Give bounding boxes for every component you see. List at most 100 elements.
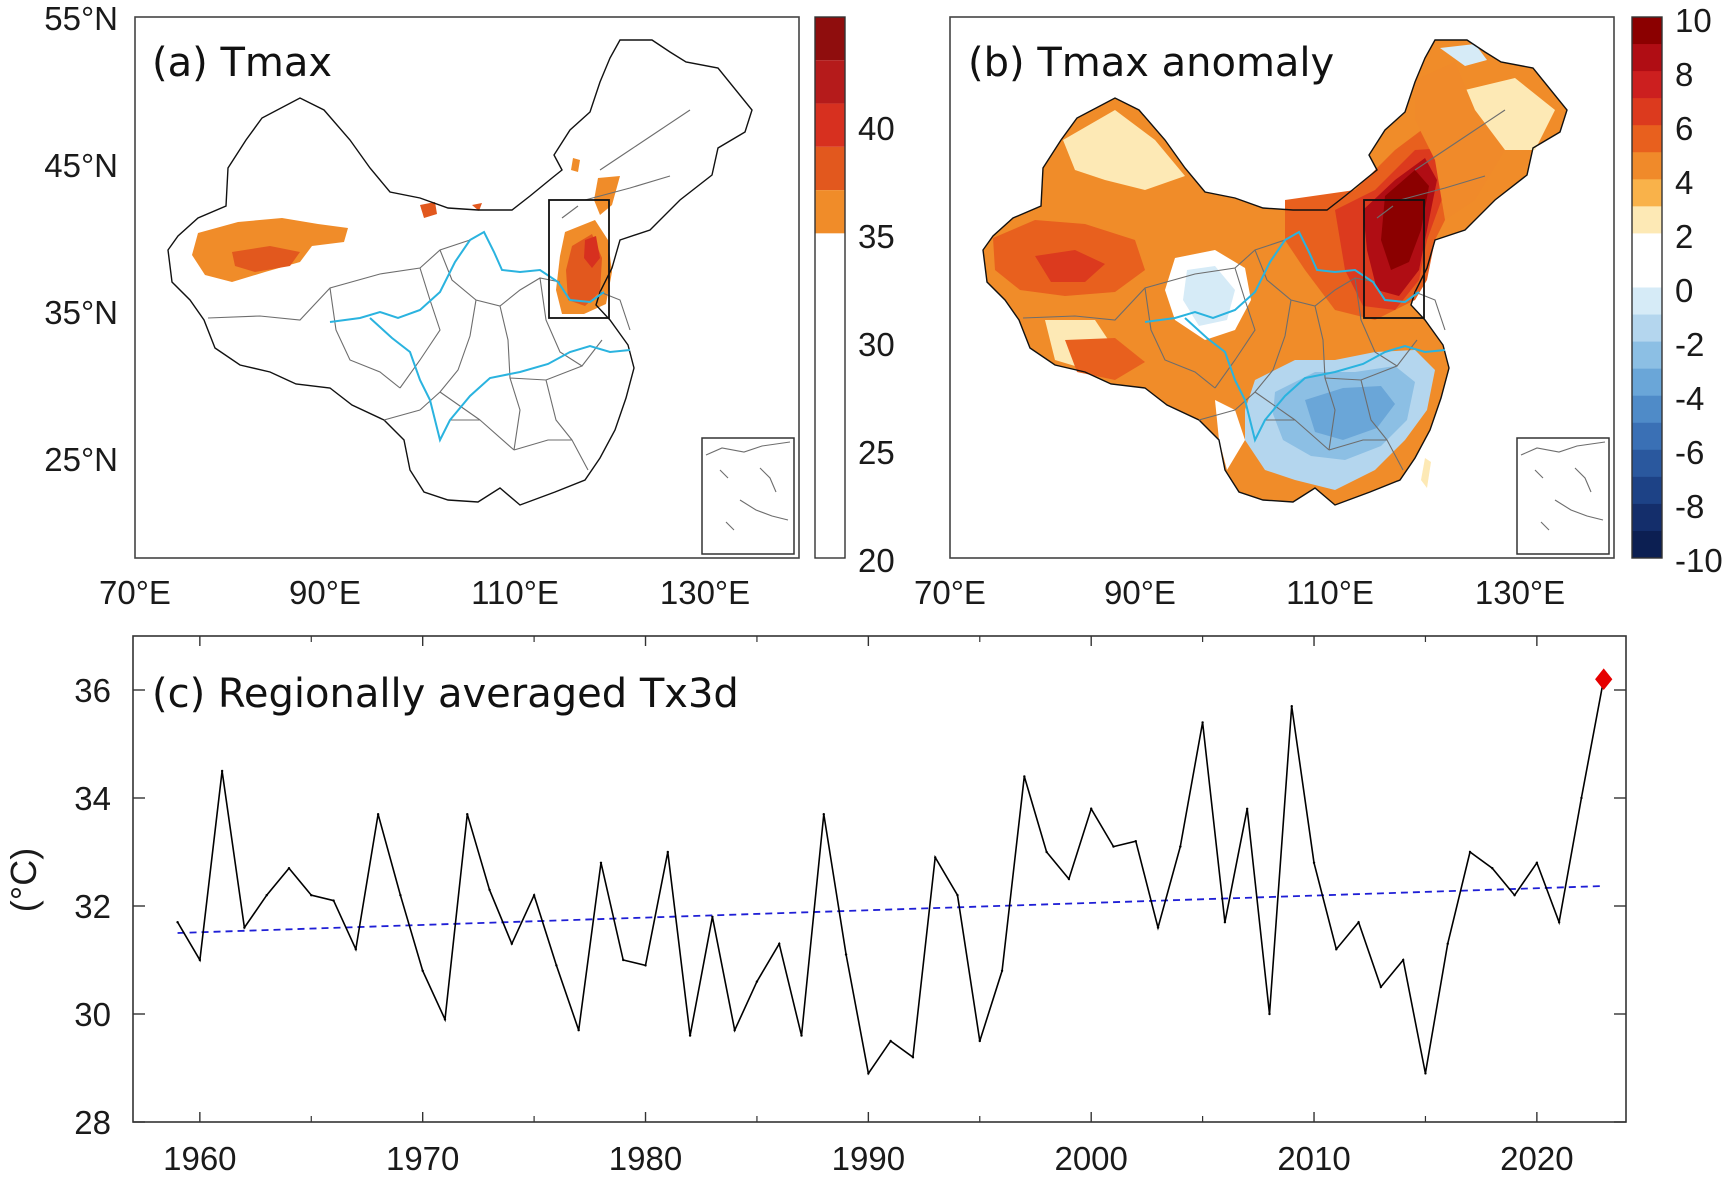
tx3d-data-point <box>510 942 514 945</box>
map-b-lon-label: 70°E <box>914 574 986 611</box>
x-tick-label: 2020 <box>1500 1140 1573 1177</box>
map-a-china-outline <box>167 39 753 506</box>
map-a-lon-label: 110°E <box>471 574 559 611</box>
map-b-anomaly-warm <box>1415 62 1505 220</box>
colorbar-a-swatch <box>815 17 845 61</box>
colorbar-b-label: 2 <box>1675 218 1693 255</box>
map-a-heat-patch <box>472 203 482 211</box>
map-a-title: (a) Tmax <box>152 40 332 86</box>
tx3d-data-point <box>532 894 536 897</box>
colorbar-b-label: 8 <box>1675 56 1693 93</box>
tx3d-data-point <box>978 1039 981 1043</box>
map-b-anomaly-cool <box>1305 386 1395 440</box>
colorbar-a-swatch <box>815 233 845 558</box>
tx3d-data-point <box>421 969 424 972</box>
tx3d-data-point <box>1156 926 1160 929</box>
map-a-lon-label: 130°E <box>660 574 750 611</box>
colorbar-b-swatch <box>1632 152 1662 180</box>
colorbar-b <box>1631 16 1663 559</box>
colorbar-a-label: 30 <box>858 326 895 363</box>
tx3d-data-point <box>934 856 937 859</box>
tx3d-data-point <box>666 850 670 854</box>
map-a-study-region-box <box>548 199 610 319</box>
colorbar-b-label: 10 <box>1675 2 1712 39</box>
colorbar-b-label: 4 <box>1675 164 1693 201</box>
y-tick-label: 30 <box>74 996 111 1033</box>
tx3d-data-point <box>1023 775 1026 778</box>
tx3d-data-point <box>376 813 380 816</box>
tx3d-data-point <box>265 894 268 897</box>
colorbar-a-label: 25 <box>858 434 895 471</box>
chart-series-layer <box>176 668 1613 1076</box>
tx3d-data-point <box>755 980 759 983</box>
map-a-heat-xinjiang-core <box>232 246 300 272</box>
colorbar-b-swatch <box>1632 314 1662 343</box>
map-b-title: (b) Tmax anomaly <box>968 40 1334 86</box>
map-b-anomaly-weak-warm <box>1421 458 1431 488</box>
tx3d-data-point <box>1000 969 1004 972</box>
tx3d-data-point <box>1045 850 1048 854</box>
tx3d-data-point <box>555 964 558 967</box>
y-tick-label: 32 <box>74 888 111 925</box>
x-tick-label: 2000 <box>1054 1140 1127 1177</box>
tx3d-data-point <box>1424 1072 1427 1075</box>
tx3d-data-point <box>443 1018 447 1021</box>
tx3d-data-point <box>1468 850 1472 854</box>
line-chart-panel: 1960 1970 1980 1990 2000 2010 2020 28 30 32 34 36 (… <box>3 635 1627 1177</box>
x-tick-label: 1960 <box>163 1140 236 1177</box>
map-a-frame <box>134 16 800 559</box>
colorbar-a-swatch <box>815 60 845 104</box>
map-b-anomaly-cool <box>1183 266 1235 326</box>
map-b-anomaly-neutral <box>1215 400 1245 470</box>
chart-title: (c) Regionally averaged Tx3d <box>152 671 739 717</box>
map-b-anomaly-weak-warm <box>1063 110 1185 190</box>
x-tick-label: 1980 <box>609 1140 682 1177</box>
chart-plot-area <box>132 635 1627 1123</box>
tx3d-data-point <box>577 1029 580 1032</box>
tx3d-data-point <box>1491 867 1494 870</box>
tx3d-data-point <box>488 888 491 891</box>
colorbar-b-swatch <box>1632 125 1662 153</box>
colorbar-b-swatch <box>1632 179 1662 207</box>
tx3d-data-point <box>287 867 291 870</box>
tx3d-data-point <box>822 813 825 816</box>
tx3d-data-point <box>1535 861 1539 864</box>
tx3d-data-point <box>911 1056 915 1059</box>
tx3d-data-point <box>466 813 469 816</box>
colorbar-b-label: -8 <box>1675 488 1704 525</box>
map-b-study-region-box <box>1363 199 1425 319</box>
tx3d-data-point <box>198 958 202 962</box>
tx3d-data-point <box>956 894 959 897</box>
tx3d-data-point <box>599 861 603 864</box>
colorbar-b-swatch <box>1632 449 1662 478</box>
colorbar-b-swatch <box>1632 476 1662 505</box>
tx3d-data-point <box>1112 845 1115 848</box>
colorbar-b-swatch <box>1632 368 1662 397</box>
colorbar-b-label: -10 <box>1675 542 1723 579</box>
colorbar-b-swatch <box>1632 530 1662 559</box>
tx3d-data-point <box>733 1029 736 1032</box>
tx3d-data-point <box>1335 948 1338 951</box>
y-tick-label: 28 <box>74 1104 111 1141</box>
colorbar-b-swatch <box>1632 44 1662 72</box>
tx3d-data-point <box>688 1034 692 1037</box>
colorbar-b-swatch <box>1632 71 1662 99</box>
tx3d-data-point <box>844 953 848 956</box>
colorbar-b-swatch <box>1632 260 1662 288</box>
tx3d-data-point <box>1245 807 1249 810</box>
map-b-lon-label: 110°E <box>1286 574 1374 611</box>
tx3d-data-point <box>1201 721 1204 724</box>
map-a-south-china-sea-inset <box>701 437 795 555</box>
tx3d-data-point <box>1134 840 1137 843</box>
colorbar-b-swatch <box>1632 341 1662 370</box>
colorbar-a-swatch <box>815 190 845 234</box>
lat-label-55n: 55°N <box>44 0 118 37</box>
tx3d-data-point <box>622 958 625 962</box>
tx3d-data-point <box>1513 894 1516 897</box>
colorbar-a-label: 35 <box>858 218 895 255</box>
tx3d-data-point <box>800 1034 803 1037</box>
map-panel-b: 70°E 90°E 110°E 130°E (b) Tmax anomaly <box>914 16 1615 611</box>
map-b-province-lines <box>1022 109 1506 471</box>
map-a-heat-patch <box>571 158 580 172</box>
